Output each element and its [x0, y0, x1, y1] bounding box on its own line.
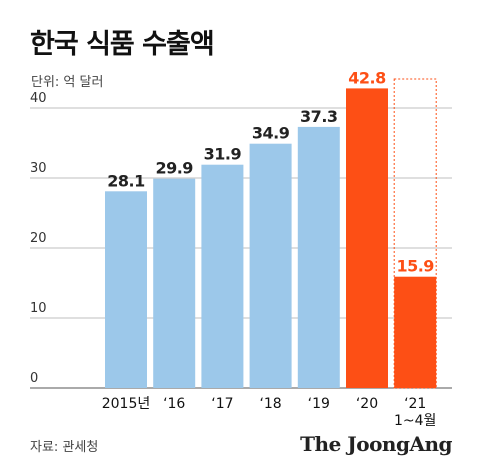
bar-4 [297, 126, 340, 389]
bar-3 [249, 143, 292, 388]
bar-1 [153, 178, 196, 388]
x-tick-label-1: ‘16 [163, 396, 185, 412]
y-tick-label-30: 30 [30, 161, 47, 176]
y-tick-label-10: 10 [30, 301, 47, 316]
x-tick-label-5: ‘20 [356, 396, 378, 412]
x-tick-label-3: ‘18 [259, 396, 281, 412]
bar-2 [201, 164, 244, 388]
x-tick-label-6: ‘21 [404, 396, 426, 412]
brand-logo: The JoongAng [300, 432, 452, 456]
bar-5 [346, 88, 388, 389]
x-tick-label-0: 2015년 [102, 396, 151, 412]
x-tick-label-4: ‘19 [308, 396, 330, 412]
bar-6 [394, 276, 437, 388]
value-label-1: 29.9 [155, 159, 193, 178]
unit-label: 단위: 억 달러 [31, 75, 104, 90]
value-label-4: 37.3 [300, 107, 337, 126]
chart-title: 한국 식품 수출액 [30, 29, 215, 60]
value-label-5: 42.8 [348, 68, 386, 87]
value-label-0: 28.1 [107, 171, 145, 190]
value-label-6: 15.9 [396, 257, 434, 276]
source-label: 자료: 관세청 [30, 440, 99, 455]
bar-0 [105, 191, 147, 388]
x-tick-label-2: ‘17 [211, 396, 233, 412]
value-label-3: 34.9 [252, 124, 290, 143]
y-tick-label-40: 40 [30, 91, 47, 106]
value-label-2: 31.9 [204, 145, 242, 164]
x-tick-label-6-line2: 1~4월 [394, 413, 436, 429]
y-tick-label-20: 20 [30, 231, 47, 246]
y-tick-label-0: 0 [30, 371, 38, 386]
